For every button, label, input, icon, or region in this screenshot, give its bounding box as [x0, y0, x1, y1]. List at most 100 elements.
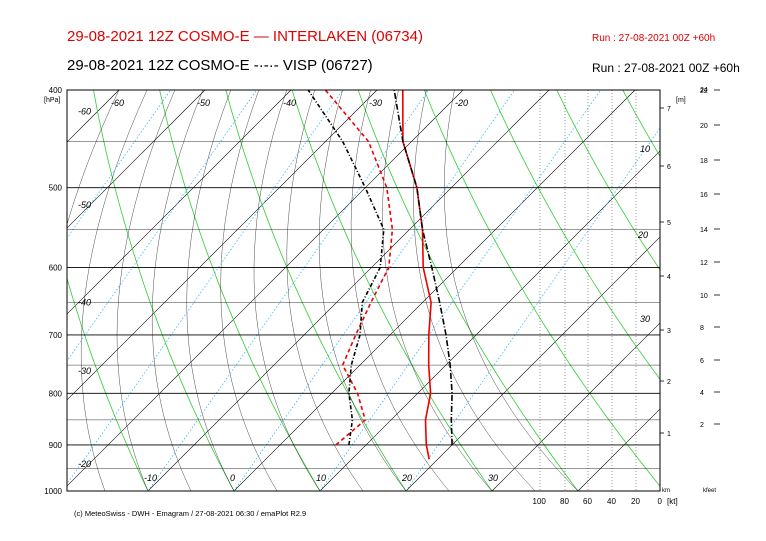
moist-adiabat-line	[151, 90, 204, 491]
dry-adiabat-line	[490, 90, 660, 380]
pressure-tick-label: 800	[49, 389, 63, 398]
interlaken-title: 29-08-2021 12Z COSMO-E — INTERLAKEN (067…	[67, 28, 423, 45]
kfeet-tick-label: 2	[700, 422, 704, 429]
height-axis-label: [m]	[676, 97, 686, 104]
km-unit-label: km	[662, 488, 670, 494]
km-tick-label: 6	[667, 164, 671, 171]
isotherm-label-top: -50	[197, 98, 210, 108]
temperature-tick-label: -10	[144, 473, 157, 483]
isotherm-label-left: -30	[78, 366, 91, 376]
wind-tick-label: 80	[560, 497, 569, 506]
isotherm-label-top: -30	[369, 98, 382, 108]
wind-axis-label: [kt]	[667, 497, 678, 506]
wind-tick-label: 100	[533, 497, 547, 506]
moist-adiabat-line	[67, 90, 120, 226]
visp-title: 29-08-2021 12Z COSMO-E -·-·- VISP (06727…	[67, 57, 373, 74]
moist-adiabat-line	[80, 90, 148, 491]
wind-tick-label: 20	[631, 497, 640, 506]
km-tick-label: 3	[667, 328, 671, 335]
isotherm-label-left: -40	[78, 297, 91, 307]
kfeet-tick-label: 24	[700, 87, 708, 94]
visp-run-info: Run : 27-08-2021 00Z +60h	[592, 61, 740, 75]
pressure-axis-label: [hPa]	[44, 97, 60, 104]
temperature-line-visp	[393, 90, 453, 445]
dry-adiabat-line	[357, 90, 579, 491]
dewpoint-line-visp	[307, 90, 385, 446]
isotherm-line	[67, 90, 292, 315]
kfeet-tick-label: 12	[700, 260, 708, 267]
mixing-ratio-line	[405, 127, 660, 491]
dry-adiabat-line	[689, 90, 766, 491]
moist-adiabat-line	[443, 90, 579, 491]
mixing-ratio-label: 10	[640, 144, 650, 154]
isotherm-label-top: -20	[455, 98, 468, 108]
plot-area	[0, 90, 766, 491]
pressure-tick-label: 900	[49, 441, 63, 450]
moist-adiabat-line	[413, 90, 536, 491]
dry-adiabat-line	[225, 90, 407, 491]
isotherm-line	[577, 408, 660, 491]
kfeet-tick-label: 10	[700, 293, 708, 300]
km-tick-label: 2	[667, 379, 671, 386]
km-tick-label: 1	[667, 431, 671, 438]
pressure-tick-label: 700	[49, 331, 63, 340]
km-tick-label: 5	[667, 220, 671, 227]
pressure-tick-label: 1000	[44, 487, 62, 496]
isotherm-line	[491, 322, 660, 491]
temperature-tick-label: 20	[401, 473, 412, 483]
dry-adiabat-line	[0, 90, 62, 491]
wind-tick-label: 60	[583, 497, 592, 506]
dry-adiabat-line	[67, 276, 149, 491]
moist-adiabat-line	[220, 90, 278, 491]
isotherm-line	[67, 90, 464, 487]
moist-adiabat-line	[318, 90, 407, 491]
kfeet-tick-label: 22	[700, 88, 708, 95]
kfeet-tick-label: 6	[700, 358, 704, 365]
wind-tick-label: 0	[658, 497, 663, 506]
isotherm-line	[147, 90, 550, 491]
kfeet-tick-label: 18	[700, 158, 708, 165]
isotherm-label-left: -20	[78, 459, 91, 469]
kfeet-tick-label: 8	[700, 325, 704, 332]
mixing-ratio-line	[67, 90, 343, 485]
kfeet-tick-label: 16	[700, 192, 708, 199]
interlaken-run-info: Run : 27-08-2021 00Z +60h	[592, 33, 716, 44]
pressure-tick-label: 400	[49, 86, 63, 95]
km-tick-label: 7	[667, 106, 671, 113]
isotherm-label-top: -60	[111, 98, 124, 108]
pressure-tick-label: 600	[49, 263, 63, 272]
moist-adiabat-line	[186, 90, 235, 491]
mixing-ratio-line	[319, 90, 601, 491]
plot-frame	[66, 89, 661, 492]
wind-tick-label: 40	[607, 497, 616, 506]
isotherm-label-left: -60	[78, 106, 91, 116]
isotherm-line	[67, 90, 378, 401]
dewpoint-line-interlaken	[324, 90, 394, 446]
kfeet-tick-label: 20	[700, 123, 708, 130]
copyright-footer: (c) MeteoSwiss - DWH - Emagram / 27-08-2…	[74, 509, 307, 518]
mixing-ratio-line	[233, 90, 515, 491]
pressure-tick-label: 500	[49, 184, 63, 193]
isotherm-line	[233, 90, 636, 491]
isotherm-line	[67, 90, 206, 229]
dry-adiabat-line	[755, 90, 766, 491]
moist-adiabat-line	[286, 90, 364, 491]
isotherm-line	[319, 150, 660, 491]
mixing-ratio-line	[147, 90, 429, 491]
dry-adiabat-line	[423, 90, 660, 487]
mixing-ratio-label: 30	[640, 314, 650, 324]
km-tick-label: 4	[667, 274, 671, 281]
kfeet-tick-label: 14	[700, 227, 708, 234]
mixing-ratio-label: 20	[637, 230, 648, 240]
dry-adiabat-line	[93, 90, 235, 491]
isotherm-line	[67, 90, 120, 143]
moist-adiabat-line	[253, 90, 321, 491]
temperature-tick-label: 0	[230, 473, 235, 483]
isotherm-line	[750, 90, 766, 491]
isotherm-line	[405, 236, 660, 491]
kfeet-unit-label: kfeet	[703, 488, 716, 494]
temperature-tick-label: 10	[316, 473, 326, 483]
temperature-tick-label: 30	[488, 473, 498, 483]
isotherm-line	[0, 90, 33, 491]
